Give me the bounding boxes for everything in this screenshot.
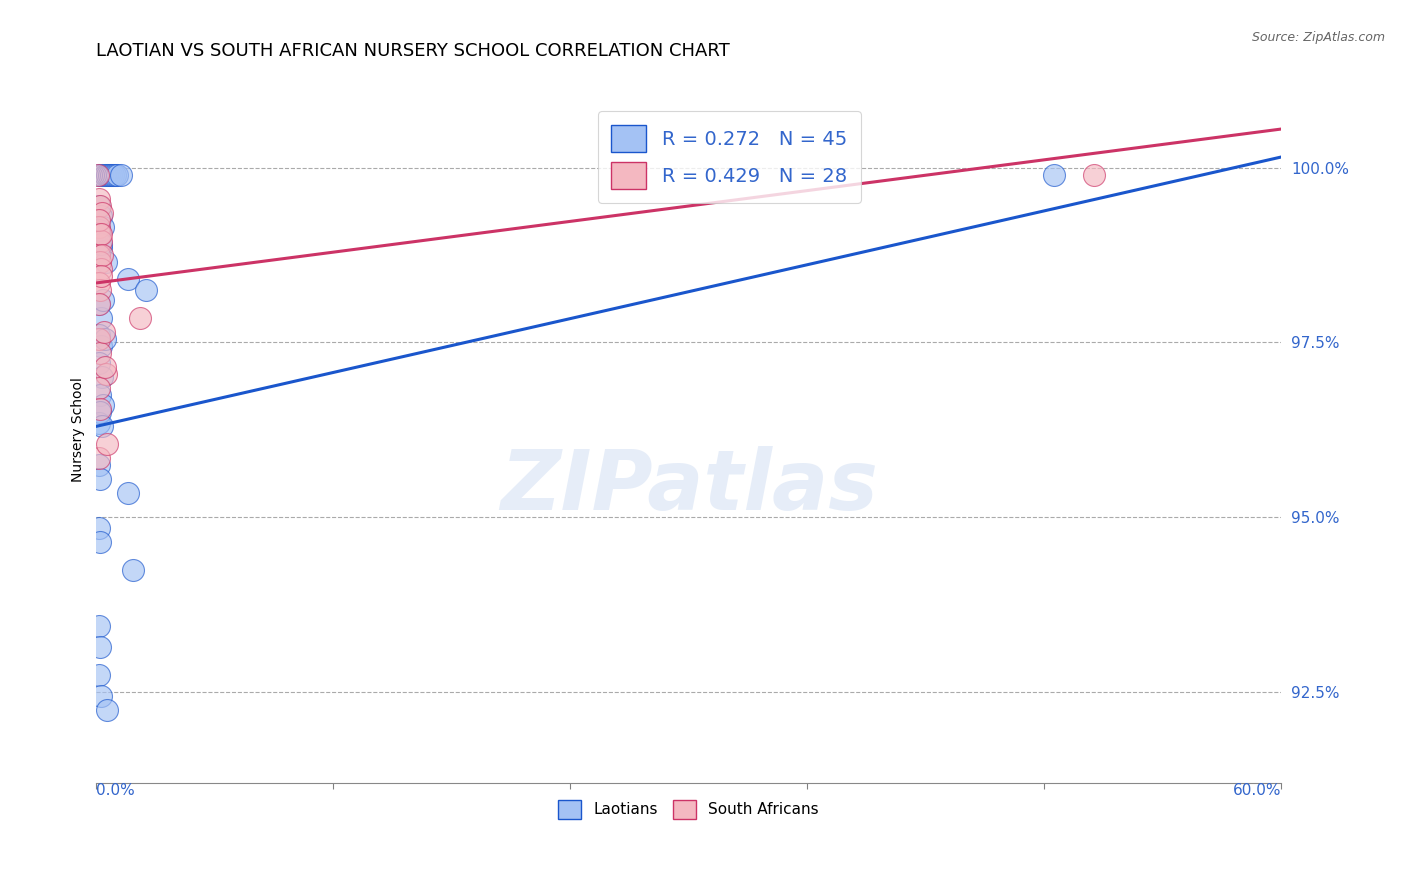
Point — [91, 370, 114, 384]
Text: Source: ZipAtlas.com: Source: ZipAtlas.com — [1251, 31, 1385, 45]
Point — [91, 398, 114, 412]
Point — [89, 227, 111, 241]
Point — [87, 219, 110, 234]
Point — [94, 332, 117, 346]
Point — [100, 168, 122, 182]
Point — [89, 283, 111, 297]
Point — [89, 346, 111, 360]
Point — [89, 388, 111, 402]
Legend: Laotians, South Africans: Laotians, South Africans — [553, 794, 825, 825]
Point — [135, 283, 157, 297]
Point — [96, 168, 118, 182]
Point — [89, 640, 111, 654]
Point — [89, 168, 111, 182]
Point — [90, 237, 112, 252]
Text: LAOTIAN VS SOUTH AFRICAN NURSERY SCHOOL CORRELATION CHART: LAOTIAN VS SOUTH AFRICAN NURSERY SCHOOL … — [97, 42, 730, 60]
Point — [104, 168, 127, 182]
Point — [93, 359, 115, 374]
Point — [96, 437, 118, 451]
Point — [1083, 168, 1105, 182]
Point — [89, 618, 111, 632]
Point — [89, 223, 111, 237]
Point — [87, 248, 110, 262]
Point — [96, 367, 118, 381]
Point — [87, 332, 110, 346]
Point — [89, 472, 111, 486]
Point — [96, 703, 118, 717]
Point — [89, 356, 111, 370]
Point — [90, 689, 112, 703]
Point — [117, 485, 139, 500]
Point — [90, 241, 112, 255]
Point — [87, 297, 110, 311]
Point — [89, 199, 111, 213]
Point — [90, 206, 112, 220]
Point — [101, 168, 124, 182]
Point — [89, 405, 111, 419]
Point — [94, 168, 117, 182]
Text: ZIPatlas: ZIPatlas — [499, 446, 877, 527]
Point — [91, 293, 114, 308]
Text: 0.0%: 0.0% — [97, 783, 135, 798]
Point — [89, 255, 111, 269]
Point — [117, 272, 139, 286]
Point — [89, 297, 111, 311]
Point — [87, 450, 110, 465]
Point — [89, 401, 111, 416]
Point — [93, 325, 115, 339]
Point — [128, 310, 150, 325]
Point — [89, 227, 111, 241]
Point — [90, 310, 112, 325]
Point — [90, 268, 112, 283]
Point — [89, 416, 111, 430]
Point — [91, 248, 114, 262]
Point — [90, 234, 112, 248]
Point — [122, 563, 145, 577]
Point — [89, 667, 111, 681]
Point — [89, 213, 111, 227]
Point — [87, 168, 110, 182]
Point — [91, 168, 114, 182]
Point — [89, 328, 111, 343]
Point — [89, 534, 111, 549]
Y-axis label: Nursery School: Nursery School — [72, 377, 86, 483]
Point — [98, 168, 121, 182]
Point — [90, 339, 112, 353]
Point — [87, 381, 110, 395]
Point — [89, 199, 111, 213]
Point — [105, 168, 128, 182]
Point — [110, 168, 132, 182]
Point — [90, 210, 112, 224]
Point — [89, 521, 111, 535]
Point — [89, 458, 111, 472]
Point — [96, 255, 118, 269]
Point — [90, 262, 112, 277]
Point — [91, 419, 114, 434]
Point — [89, 192, 111, 206]
Text: 60.0%: 60.0% — [1233, 783, 1281, 798]
Point — [90, 227, 112, 241]
Point — [1043, 168, 1066, 182]
Point — [87, 276, 110, 290]
Point — [91, 219, 114, 234]
